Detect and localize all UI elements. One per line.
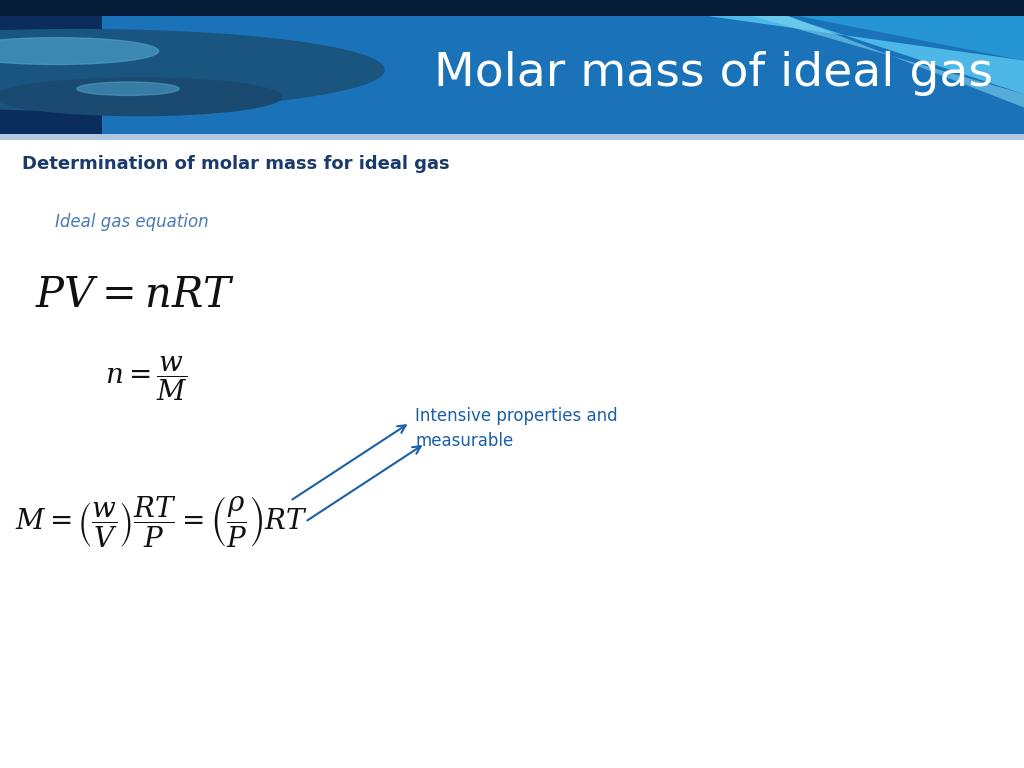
Text: $n = \dfrac{w}{M}$: $n = \dfrac{w}{M}$ xyxy=(105,354,187,403)
FancyBboxPatch shape xyxy=(0,0,1024,16)
Circle shape xyxy=(77,82,179,95)
Polygon shape xyxy=(594,0,1024,94)
Text: $PV = nRT$: $PV = nRT$ xyxy=(35,274,234,316)
Circle shape xyxy=(0,78,282,116)
FancyBboxPatch shape xyxy=(0,134,1024,140)
Polygon shape xyxy=(102,0,1024,134)
Text: Intensive properties and
measurable: Intensive properties and measurable xyxy=(415,407,617,450)
Text: Molar mass of ideal gas: Molar mass of ideal gas xyxy=(434,51,993,97)
Circle shape xyxy=(0,29,384,111)
Text: Determination of molar mass for ideal gas: Determination of molar mass for ideal ga… xyxy=(22,155,450,174)
Polygon shape xyxy=(410,0,1024,61)
Circle shape xyxy=(0,38,159,65)
Text: Ideal gas equation: Ideal gas equation xyxy=(55,213,209,231)
Text: $M = \left(\dfrac{w}{V}\right)\dfrac{RT}{P} = \left(\dfrac{\rho}{P}\right)RT$: $M = \left(\dfrac{w}{V}\right)\dfrac{RT}… xyxy=(15,495,308,549)
FancyBboxPatch shape xyxy=(0,0,1024,134)
Polygon shape xyxy=(696,0,1024,108)
